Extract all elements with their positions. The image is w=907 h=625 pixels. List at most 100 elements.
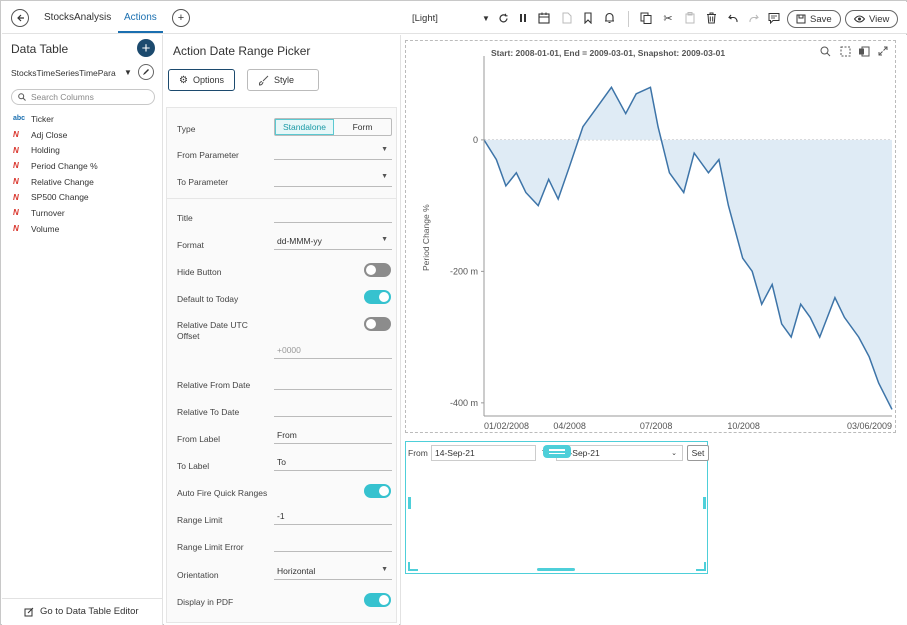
- copy-icon[interactable]: [640, 12, 652, 24]
- range-limit-error-label: Range Limit Error: [177, 542, 244, 552]
- orientation-label: Orientation: [177, 570, 219, 580]
- picker-set-button[interactable]: Set: [687, 445, 709, 461]
- default-today-toggle[interactable]: [364, 290, 391, 304]
- resize-handle-right[interactable]: [703, 497, 706, 509]
- relative-from-date-field[interactable]: [274, 376, 392, 390]
- back-icon[interactable]: [11, 9, 29, 27]
- y-tick-label: -200 m: [450, 266, 478, 276]
- go-to-data-table-editor-button[interactable]: Go to Data Table Editor: [2, 598, 162, 624]
- list-item[interactable]: N SP500 Change: [13, 189, 98, 205]
- list-item[interactable]: N Turnover: [13, 205, 98, 221]
- relative-to-date-label: Relative To Date: [177, 407, 240, 417]
- resize-handle-left[interactable]: [408, 497, 411, 509]
- expand-icon[interactable]: [878, 46, 890, 58]
- top-toolbar: StocksAnalysis Actions + [Light] ▼ ✂: [2, 2, 907, 34]
- list-item[interactable]: N Period Change %: [13, 158, 98, 174]
- search-columns-input[interactable]: Search Columns: [11, 89, 155, 105]
- tab-options[interactable]: ⚙ Options: [168, 69, 235, 91]
- utc-offset-toggle[interactable]: [364, 317, 391, 331]
- display-pdf-label: Display in PDF: [177, 597, 234, 607]
- list-item[interactable]: N Volume: [13, 221, 98, 237]
- to-label-field[interactable]: To: [274, 457, 392, 471]
- search-icon: [18, 93, 26, 101]
- type-standalone-option[interactable]: Standalone: [275, 119, 334, 135]
- picker-from-date-input[interactable]: 14-Sep-21: [431, 445, 536, 461]
- bookmark-icon[interactable]: [582, 12, 594, 24]
- display-pdf-toggle[interactable]: [364, 593, 391, 607]
- type-form-option[interactable]: Form: [352, 122, 373, 132]
- to-parameter-select[interactable]: ▼: [274, 173, 392, 187]
- cut-icon[interactable]: ✂: [663, 12, 673, 25]
- toolbar-separator: [628, 11, 629, 27]
- column-label: Holding: [31, 145, 60, 156]
- relative-to-date-field[interactable]: [274, 403, 392, 417]
- from-parameter-select[interactable]: ▼: [274, 146, 392, 160]
- list-item[interactable]: N Adj Close: [13, 127, 98, 143]
- edit-datasource-icon[interactable]: [138, 64, 154, 80]
- export-excel-icon[interactable]: [858, 46, 870, 58]
- x-tick-label: 01/02/2008: [484, 421, 529, 431]
- x-tick-label: 10/2008: [727, 421, 760, 431]
- range-limit-error-field[interactable]: [274, 538, 392, 552]
- from-label-field[interactable]: From: [274, 430, 392, 444]
- range-limit-field[interactable]: -1: [274, 511, 392, 525]
- column-label: Period Change %: [31, 160, 98, 171]
- utc-offset-label: Relative Date UTC Offset: [177, 320, 248, 341]
- chevron-down-icon: ▼: [381, 146, 388, 153]
- format-select[interactable]: dd-MMM-yy ▼: [274, 236, 392, 250]
- snapshot-calendar-icon[interactable]: [538, 12, 550, 24]
- orientation-select[interactable]: Horizontal ▼: [274, 566, 392, 580]
- numeric-type-icon: N: [13, 192, 19, 202]
- resize-corner-bottom-right[interactable]: [696, 562, 706, 571]
- picker-to-date-input[interactable]: 14-Sep-21 ⌄: [556, 445, 683, 461]
- relative-from-date-label: Relative From Date: [177, 380, 251, 390]
- series-area: [484, 87, 892, 410]
- theme-select[interactable]: [Light]: [412, 13, 438, 24]
- pause-icon[interactable]: [517, 12, 529, 24]
- undo-icon[interactable]: [727, 12, 739, 24]
- redo-icon[interactable]: [747, 12, 759, 24]
- tab-style[interactable]: Style: [247, 69, 319, 91]
- to-label-label: To Label: [177, 461, 210, 471]
- auto-fire-label: Auto Fire Quick Ranges: [177, 488, 268, 498]
- datasource-caret-icon[interactable]: ▼: [124, 68, 132, 77]
- title-label: Title: [177, 213, 193, 223]
- type-segmented-control[interactable]: Standalone Form: [274, 118, 392, 136]
- y-tick-label: 0: [473, 135, 478, 145]
- search-icon[interactable]: [820, 46, 832, 58]
- time-series-chart[interactable]: Start: 2008-01-01, End = 2009-03-01, Sna…: [405, 40, 896, 433]
- date-range-picker-widget[interactable]: From 14-Sep-21 To 14-Sep-21⌄ Set: [405, 441, 709, 574]
- paste-icon[interactable]: [684, 12, 696, 24]
- comment-icon[interactable]: [768, 12, 780, 24]
- resize-handle-bottom[interactable]: [537, 568, 575, 571]
- drag-handle-top[interactable]: [543, 445, 571, 458]
- list-item[interactable]: abc Ticker: [13, 111, 98, 127]
- title-field[interactable]: [274, 209, 392, 223]
- view-button[interactable]: View: [845, 10, 899, 28]
- tab-actions[interactable]: Actions: [124, 12, 157, 23]
- column-list: abc Ticker N Adj Close N Holding N Period Chang…: [13, 111, 98, 237]
- series-line: [483, 85, 893, 410]
- add-tab-icon[interactable]: +: [172, 9, 190, 27]
- save-icon: [796, 14, 806, 24]
- utc-offset-field[interactable]: +0000: [274, 345, 392, 359]
- select-area-icon[interactable]: [840, 46, 852, 58]
- theme-dropdown-caret-icon[interactable]: ▼: [482, 13, 490, 23]
- to-parameter-label: To Parameter: [177, 177, 229, 187]
- resize-corner-bottom-left[interactable]: [408, 562, 418, 571]
- refresh-icon[interactable]: [497, 12, 509, 24]
- list-item[interactable]: N Relative Change: [13, 174, 98, 190]
- delete-icon[interactable]: [705, 12, 717, 24]
- tab-stocksanalysis[interactable]: StocksAnalysis: [44, 12, 112, 23]
- datasource-select[interactable]: StocksTimeSeriesTimePara: [11, 68, 116, 78]
- options-label: Options: [192, 75, 224, 85]
- goto-label: Go to Data Table Editor: [40, 606, 139, 617]
- add-column-icon[interactable]: +: [137, 39, 155, 57]
- bell-icon[interactable]: [603, 12, 615, 24]
- list-item[interactable]: N Holding: [13, 142, 98, 158]
- save-button[interactable]: Save: [787, 10, 841, 28]
- document-icon[interactable]: [561, 12, 573, 24]
- hide-button-toggle[interactable]: [364, 263, 391, 277]
- auto-fire-toggle[interactable]: [364, 484, 391, 498]
- gear-icon: ⚙: [179, 74, 188, 86]
